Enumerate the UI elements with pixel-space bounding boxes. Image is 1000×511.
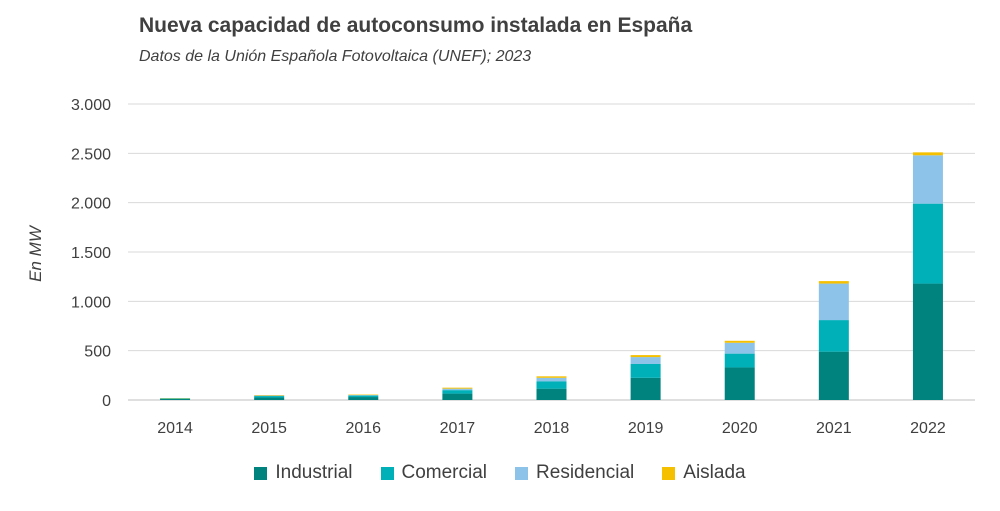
legend-swatch [515,466,529,480]
bar-comercial-2019 [630,363,661,378]
x-axis-ticks: 2014 2015 2016 2017 2018 2019 2020 2021 2022 [157,420,946,437]
bar-aislada-2021 [818,281,849,284]
bar-comercial-2015 [254,396,285,398]
legend-label: Industrial [275,462,353,483]
y-tick-label: 500 [84,344,111,361]
legend-label: Residencial [536,462,635,483]
y-axis-ticks: 0 500 1.000 1.500 2.000 2.500 3.000 [71,97,111,410]
bar-comercial-2021 [818,320,849,352]
bar-comercial-2016 [348,395,379,398]
bar-comercial-2017 [442,390,473,394]
bar-industrial-2018 [536,388,567,400]
bar-residencial-2021 [818,283,849,321]
legend-item-aislada: Aislada [662,462,746,484]
bar-aislada-2019 [630,355,661,358]
y-tick-label: 0 [102,393,111,410]
bar-comercial-2018 [536,381,567,389]
bar-residencial-2020 [724,342,755,354]
legend-item-comercial: Comercial [380,462,488,484]
bar-aislada-2018 [536,376,567,378]
bars [160,152,943,400]
legend-item-residencial: Residencial [515,462,634,484]
x-tick-label: 2019 [628,420,664,437]
y-tick-label: 1.500 [71,245,111,262]
bar-residencial-2022 [912,155,943,204]
bar-aislada-2017 [442,387,473,389]
x-tick-label: 2021 [816,420,852,437]
bar-industrial-2014 [160,399,191,400]
bar-aislada-2022 [912,152,943,156]
bar-residencial-2018 [536,377,567,382]
legend-swatch [380,466,394,480]
bar-industrial-2015 [254,397,285,400]
bar-industrial-2021 [818,351,849,400]
x-tick-label: 2020 [722,420,758,437]
legend-label: Aislada [683,462,746,483]
legend-swatch [662,466,676,480]
legend-label: Comercial [401,462,488,483]
y-tick-label: 3.000 [71,97,111,114]
x-tick-label: 2018 [534,420,570,437]
x-tick-label: 2017 [440,420,476,437]
bar-residencial-2019 [630,357,661,364]
chart-subtitle: Datos de la Unión Española Fotovoltaica … [139,48,532,65]
bar-residencial-2017 [442,388,473,391]
bar-comercial-2020 [724,353,755,368]
legend-swatch [254,466,268,480]
bar-aislada-2020 [724,340,755,343]
bar-industrial-2020 [724,367,755,400]
y-tick-label: 2.500 [71,146,111,163]
x-tick-label: 2016 [345,420,381,437]
bar-industrial-2016 [348,397,379,400]
chart-title: Nueva capacidad de autoconsumo instalada… [139,14,693,37]
y-tick-label: 1.000 [71,294,111,311]
legend: Industrial Comercial Residencial Aislada [0,462,1000,484]
legend-item-industrial: Industrial [254,462,353,484]
bar-industrial-2019 [630,377,661,400]
x-tick-label: 2014 [157,420,193,437]
x-tick-label: 2015 [251,420,287,437]
y-tick-label: 2.000 [71,196,111,213]
bar-comercial-2022 [912,203,943,284]
y-axis-label: En MW [26,224,45,282]
bar-industrial-2022 [912,283,943,400]
x-tick-label: 2022 [910,420,946,437]
bar-industrial-2017 [442,393,473,400]
